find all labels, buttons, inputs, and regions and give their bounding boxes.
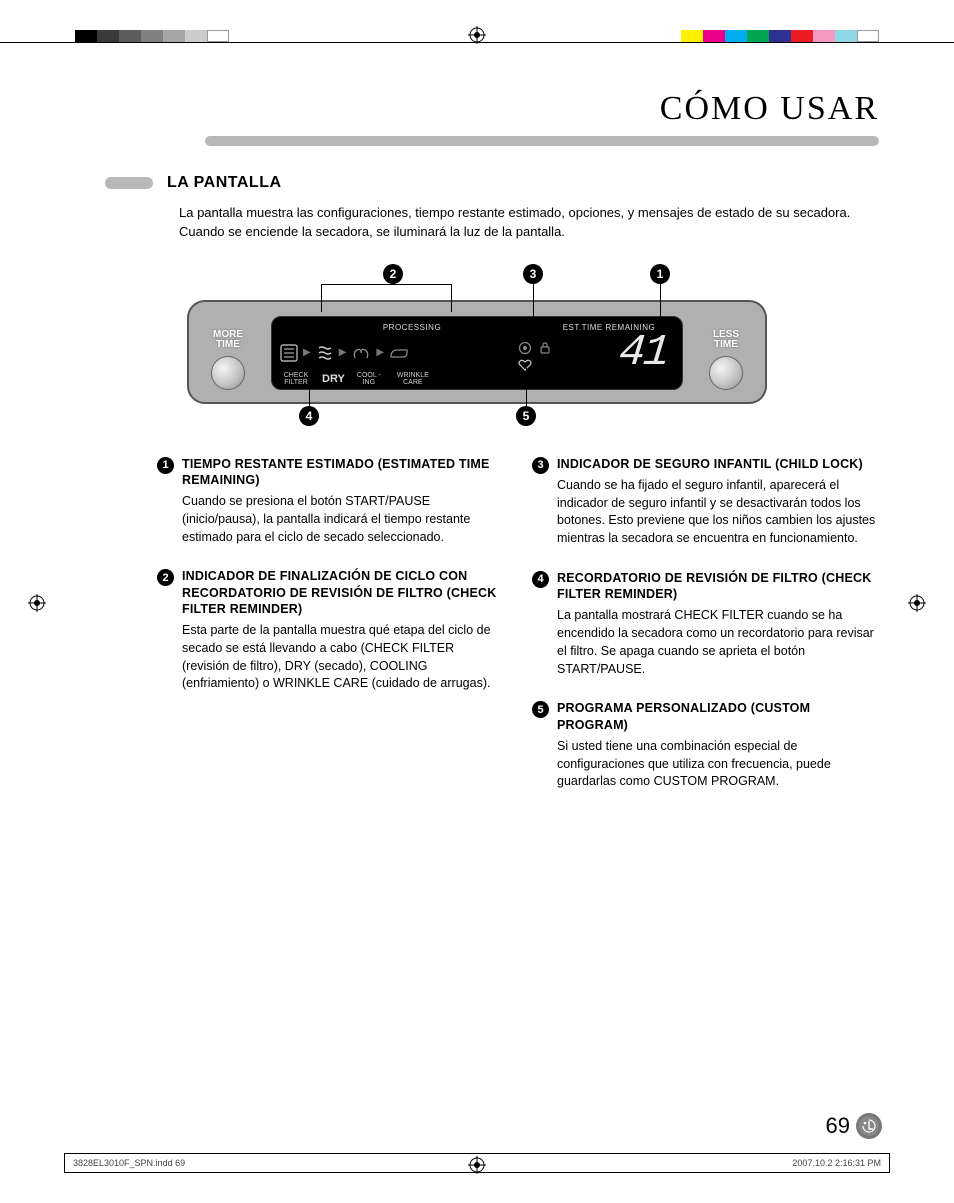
item-1: 1 TIEMPO RESTANTE ESTIMADO (ESTIMATED TI… [157, 456, 504, 547]
callout-badge-4: 4 [299, 406, 319, 426]
more-time-button[interactable] [211, 356, 245, 390]
arrow-icon: ▶ [339, 347, 347, 358]
section-heading: LA PANTALLA [167, 174, 282, 192]
item-text: La pantalla mostrará CHECK FILTER cuando… [557, 607, 879, 678]
item-badge: 1 [157, 457, 174, 474]
item-title: INDICADOR DE SEGURO INFANTIL (CHILD LOCK… [557, 456, 879, 472]
registration-mark-icon [468, 1156, 486, 1179]
title-underline [205, 136, 879, 146]
fan-icon [351, 344, 371, 362]
lg-logo-icon [856, 1113, 882, 1139]
lcd-screen: PROCESSING EST.TIME REMAINING ▶ ▶ ▶ [271, 316, 683, 390]
footer-file: 3828EL3010F_SPN.indd 69 [73, 1158, 185, 1168]
item-badge: 3 [532, 457, 549, 474]
item-3: 3 INDICADOR DE SEGURO INFANTIL (CHILD LO… [532, 456, 879, 548]
item-badge: 2 [157, 569, 174, 586]
callout-badge-1: 1 [650, 264, 670, 284]
item-title: INDICADOR DE FINALIZACIÓN DE CICLO CON R… [182, 568, 504, 617]
processing-icons: ▶ ▶ ▶ [280, 344, 409, 362]
lcd-bottom-labels: CHECK FILTER DRY COOL -ING WRINKLE CARE [280, 372, 674, 386]
item-2: 2 INDICADOR DE FINALIZACIÓN DE CICLO CON… [157, 568, 504, 693]
footer-timestamp: 2007.10.2 2:16:31 PM [792, 1158, 881, 1168]
time-digits: 41 [617, 331, 676, 375]
dry-label: DRY [322, 373, 345, 385]
less-time-button[interactable] [709, 356, 743, 390]
title-row: CÓMO USAR [75, 90, 879, 128]
heat-waves-icon [316, 344, 334, 362]
item-5: 5 PROGRAMA PERSONALIZADO (CUSTOM PROGRAM… [532, 700, 879, 791]
item-badge: 4 [532, 571, 549, 588]
item-badge: 5 [532, 701, 549, 718]
cooling-label: COOL -ING [355, 372, 383, 386]
content-columns: 1 TIEMPO RESTANTE ESTIMADO (ESTIMATED TI… [157, 456, 879, 814]
item-title: TIEMPO RESTANTE ESTIMADO (ESTIMATED TIME… [182, 456, 504, 489]
wrinkle-care-label: WRINKLE CARE [393, 372, 433, 386]
check-filter-label: CHECK FILTER [280, 372, 312, 386]
registration-mark-icon [28, 594, 46, 617]
iron-icon [389, 345, 409, 361]
display-panel-figure: 2 3 1 4 5 MORE TIME LESS TIME PROCESSING… [187, 272, 767, 422]
page: CÓMO USAR LA PANTALLA La pantalla muestr… [0, 0, 954, 1203]
lock-icon [538, 341, 552, 355]
status-icons [518, 341, 552, 371]
grayscale-swatches [75, 30, 229, 42]
filter-icon [280, 344, 298, 362]
more-time-label: MORE TIME [203, 330, 253, 351]
item-text: Esta parte de la pantalla muestra qué et… [182, 622, 504, 693]
lcd-middle: ▶ ▶ ▶ 41 [280, 334, 674, 372]
page-number: 69 [826, 1113, 850, 1139]
arrow-icon: ▶ [376, 347, 384, 358]
intro-text: La pantalla muestra las configuraciones,… [179, 204, 859, 242]
lcd-header: PROCESSING EST.TIME REMAINING [280, 323, 674, 332]
callout-badge-5: 5 [516, 406, 536, 426]
arrow-icon: ▶ [303, 347, 311, 358]
item-title: PROGRAMA PERSONALIZADO (CUSTOM PROGRAM) [557, 700, 879, 733]
page-number-row: 69 [826, 1113, 882, 1139]
item-title: RECORDATORIO DE REVISIÓN DE FILTRO (CHEC… [557, 570, 879, 603]
color-swatches [681, 30, 879, 42]
item-text: Cuando se ha fijado el seguro infantil, … [557, 477, 879, 548]
section-bullet [105, 177, 153, 189]
left-column: 1 TIEMPO RESTANTE ESTIMADO (ESTIMATED TI… [157, 456, 504, 814]
item-text: Si usted tiene una combinación especial … [557, 738, 879, 791]
registration-mark-icon [908, 594, 926, 617]
right-column: 3 INDICADOR DE SEGURO INFANTIL (CHILD LO… [532, 456, 879, 814]
page-title: CÓMO USAR [75, 90, 879, 128]
callout-badge-2: 2 [383, 264, 403, 284]
less-time-label: LESS TIME [701, 330, 751, 351]
heart-icon [518, 359, 532, 371]
registration-mark-icon [468, 26, 486, 49]
item-text: Cuando se presiona el botón START/PAUSE … [182, 493, 504, 546]
callout-badge-3: 3 [523, 264, 543, 284]
item-4: 4 RECORDATORIO DE REVISIÓN DE FILTRO (CH… [532, 570, 879, 679]
section-row: LA PANTALLA [105, 174, 879, 192]
drum-icon [518, 341, 532, 355]
processing-label: PROCESSING [280, 323, 544, 332]
dryer-display-panel: MORE TIME LESS TIME PROCESSING EST.TIME … [187, 300, 767, 404]
